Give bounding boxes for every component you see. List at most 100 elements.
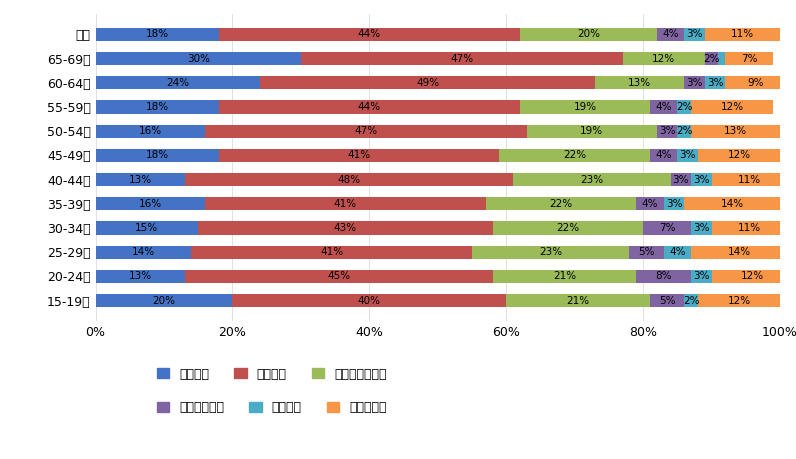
Text: 11%: 11% <box>738 223 761 233</box>
Text: 30%: 30% <box>187 54 209 64</box>
Bar <box>301 52 622 65</box>
Text: 12%: 12% <box>720 102 743 112</box>
Bar <box>472 246 630 259</box>
Text: 13%: 13% <box>628 78 651 88</box>
Text: 48%: 48% <box>338 174 361 185</box>
Text: 18%: 18% <box>146 29 169 39</box>
Bar <box>691 101 773 114</box>
Bar <box>677 149 698 162</box>
Text: 44%: 44% <box>357 29 381 39</box>
Bar <box>96 197 205 211</box>
Bar <box>630 246 664 259</box>
Text: 14%: 14% <box>728 247 751 257</box>
Bar <box>657 28 685 41</box>
Bar <box>219 149 499 162</box>
Bar <box>691 270 712 283</box>
Bar <box>96 101 219 114</box>
Bar <box>712 173 787 186</box>
Bar <box>96 149 219 162</box>
Bar <box>719 52 725 65</box>
Text: 18%: 18% <box>146 102 169 112</box>
Bar <box>657 124 677 138</box>
Bar <box>198 221 493 235</box>
Bar <box>520 101 650 114</box>
Bar <box>685 197 780 211</box>
Text: 4%: 4% <box>669 247 685 257</box>
Text: 2%: 2% <box>676 102 693 112</box>
Text: 47%: 47% <box>354 126 377 136</box>
Text: 44%: 44% <box>357 102 381 112</box>
Bar <box>96 28 219 41</box>
Text: 13%: 13% <box>128 174 151 185</box>
Text: 3%: 3% <box>707 78 724 88</box>
Text: 2%: 2% <box>676 126 693 136</box>
Text: 41%: 41% <box>348 151 371 161</box>
Text: 3%: 3% <box>673 174 689 185</box>
Bar <box>96 246 191 259</box>
Text: 3%: 3% <box>665 199 682 209</box>
Bar <box>636 270 691 283</box>
Text: 2%: 2% <box>704 54 720 64</box>
Text: 4%: 4% <box>655 151 672 161</box>
Text: 22%: 22% <box>563 151 587 161</box>
Text: 3%: 3% <box>693 223 709 233</box>
Text: 14%: 14% <box>720 199 743 209</box>
Bar <box>259 76 595 90</box>
Bar <box>712 221 787 235</box>
Text: 47%: 47% <box>451 54 474 64</box>
Bar <box>664 246 691 259</box>
Bar <box>527 124 657 138</box>
Text: 7%: 7% <box>741 54 758 64</box>
Text: 41%: 41% <box>334 199 357 209</box>
Text: 20%: 20% <box>577 29 600 39</box>
Bar <box>704 52 719 65</box>
Text: 23%: 23% <box>580 174 603 185</box>
Text: 12%: 12% <box>652 54 675 64</box>
Text: 43%: 43% <box>334 223 357 233</box>
Bar <box>96 294 232 308</box>
Text: 22%: 22% <box>556 223 579 233</box>
Bar <box>704 28 780 41</box>
Bar <box>520 28 657 41</box>
Bar <box>219 101 520 114</box>
Bar <box>691 246 787 259</box>
Bar <box>670 173 691 186</box>
Text: 9%: 9% <box>748 78 764 88</box>
Bar <box>96 76 259 90</box>
Text: 49%: 49% <box>416 78 439 88</box>
Text: 18%: 18% <box>146 151 169 161</box>
Text: 16%: 16% <box>139 126 162 136</box>
Bar <box>96 124 205 138</box>
Bar <box>685 28 704 41</box>
Text: 3%: 3% <box>686 29 703 39</box>
Bar <box>493 221 643 235</box>
Bar <box>486 197 636 211</box>
Text: 13%: 13% <box>724 126 747 136</box>
Bar <box>650 294 685 308</box>
Text: 7%: 7% <box>659 223 675 233</box>
Text: 45%: 45% <box>327 271 350 281</box>
Text: 21%: 21% <box>567 296 590 306</box>
Bar <box>185 173 513 186</box>
Bar <box>96 270 185 283</box>
Bar <box>685 294 698 308</box>
Text: 4%: 4% <box>662 29 679 39</box>
Bar <box>725 52 773 65</box>
Text: 41%: 41% <box>320 247 343 257</box>
Bar <box>664 197 685 211</box>
Text: 4%: 4% <box>655 102 672 112</box>
Text: 19%: 19% <box>573 102 596 112</box>
Text: 24%: 24% <box>166 78 189 88</box>
Bar <box>704 76 725 90</box>
Bar <box>698 149 780 162</box>
Bar <box>685 76 704 90</box>
Bar <box>96 221 198 235</box>
Bar <box>636 197 664 211</box>
Bar <box>513 173 670 186</box>
Text: 23%: 23% <box>539 247 562 257</box>
Bar <box>493 270 636 283</box>
Text: 22%: 22% <box>549 199 572 209</box>
Bar <box>677 124 691 138</box>
Bar <box>219 28 520 41</box>
Text: 19%: 19% <box>580 126 603 136</box>
